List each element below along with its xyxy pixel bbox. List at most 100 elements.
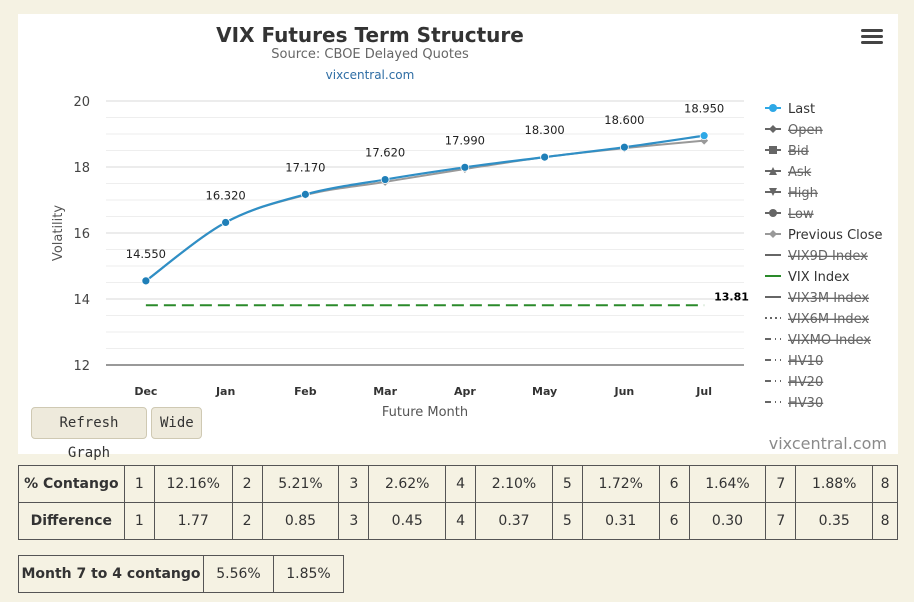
legend-square-marker: [769, 146, 777, 154]
previous-close-line: [145, 139, 705, 282]
last-price-point: [300, 189, 310, 199]
legend-label: Ask: [788, 165, 812, 180]
difference-value: 0.31: [581, 502, 660, 540]
legend-item[interactable]: VIX3M Index: [765, 291, 869, 306]
legend-item[interactable]: Previous Close: [765, 228, 883, 243]
month-contango-table: Month 7 to 4 contango 5.56% 1.85%: [18, 555, 344, 593]
legend-item[interactable]: HV20: [765, 375, 823, 390]
legend-item[interactable]: VIXMO Index: [765, 333, 871, 348]
legend-label: HV30: [788, 396, 823, 411]
contango-month-number: 1: [123, 465, 155, 503]
legend-label: Bid: [788, 144, 809, 159]
data-label: 18.950: [684, 102, 724, 116]
difference-value: 0.45: [368, 502, 447, 540]
legend-label: VIX3M Index: [788, 291, 869, 306]
contango-month-number: 3: [338, 502, 370, 540]
legend-label: VIXMO Index: [788, 333, 871, 348]
contango-month-number: 7: [765, 502, 797, 540]
contango-percent-value: 2.62%: [368, 465, 447, 503]
contango-month-number: 1: [123, 502, 155, 540]
difference-row: Difference 1 1.77 2 0.85 3 0.45 4 0.37 5 0.31 6 0.3…: [18, 502, 898, 540]
chart-title: VIX Futures Term Structure: [216, 23, 524, 47]
legend-label: HV10: [788, 354, 823, 369]
legend-item[interactable]: Low: [765, 207, 814, 222]
difference-value: 0.35: [795, 502, 874, 540]
legend-item[interactable]: VIX Index: [765, 270, 850, 285]
y-axis-title: Volatility: [51, 205, 66, 261]
x-tick-label: Feb: [294, 385, 317, 398]
contango-row: % Contango 1 12.16% 2 5.21% 3 2.62% 4 2.10% 5 1.7…: [18, 465, 898, 503]
legend-circle-marker: [769, 209, 777, 217]
legend-item[interactable]: High: [765, 186, 818, 201]
legend-label: Previous Close: [788, 228, 883, 243]
legend-label: VIX9D Index: [788, 249, 868, 264]
last-price-point: [141, 276, 151, 286]
contango-month-number: 2: [231, 502, 263, 540]
y-tick-label: 14: [73, 293, 90, 308]
source-link[interactable]: vixcentral.com: [326, 68, 415, 82]
contango-month-number: 5: [551, 465, 583, 503]
data-label: 18.600: [604, 113, 644, 127]
vix-index-value-label: 13.81: [714, 290, 749, 303]
legend-label: HV20: [788, 375, 823, 390]
contango-percent-value: 1.64%: [688, 465, 767, 503]
x-tick-label: Jan: [215, 385, 235, 398]
legend-item[interactable]: HV30: [765, 396, 823, 411]
y-tick-label: 16: [73, 227, 90, 242]
legend-item[interactable]: Bid: [765, 144, 809, 159]
legend-diamond-marker: [769, 230, 777, 238]
x-tick-label: Mar: [373, 385, 397, 398]
contango-month-number: 6: [658, 465, 690, 503]
month-contango-label: Month 7 to 4 contango: [18, 555, 204, 593]
last-price-point: [699, 131, 709, 141]
legend-label: Open: [788, 123, 823, 138]
difference-value: 0.30: [688, 502, 767, 540]
contango-percent-value: 1.72%: [581, 465, 660, 503]
data-label: 16.320: [206, 188, 246, 202]
legend-label: High: [788, 186, 818, 201]
month-contango-row: Month 7 to 4 contango 5.56% 1.85%: [18, 555, 344, 593]
wide-button[interactable]: Wide: [151, 407, 202, 439]
data-label: 17.620: [365, 146, 405, 160]
hamburger-menu-icon[interactable]: [861, 26, 883, 46]
contango-percent-value: 12.16%: [153, 465, 233, 503]
legend-item[interactable]: Open: [765, 123, 823, 138]
y-tick-label: 18: [73, 161, 90, 176]
contango-month-number: 2: [231, 465, 263, 503]
contango-percent-value: 2.10%: [475, 465, 553, 503]
legend-triangle-marker: [769, 167, 777, 175]
last-price-point: [460, 162, 470, 172]
month-contango-value: 5.56%: [203, 555, 274, 593]
legend-item[interactable]: VIX6M Index: [765, 312, 869, 327]
data-label: 17.990: [445, 133, 485, 147]
contango-month-number: 4: [445, 502, 477, 540]
legend-triangle-down-marker: [769, 188, 777, 196]
legend-circle-marker: [769, 104, 777, 112]
contango-month-number: 8: [872, 465, 898, 503]
legend-diamond-marker: [769, 125, 777, 133]
contango-month-number: 7: [765, 465, 797, 503]
refresh-graph-button[interactable]: Refresh Graph: [31, 407, 147, 461]
x-tick-label: Dec: [134, 385, 157, 398]
contango-month-number: 3: [338, 465, 370, 503]
legend-item[interactable]: VIX9D Index: [765, 249, 868, 264]
chart-panel: VIX Futures Term Structure Source: CBOE D…: [18, 14, 898, 461]
last-price-point: [221, 218, 231, 227]
x-tick-label: Apr: [454, 385, 476, 398]
last-price-point: [380, 175, 390, 184]
legend-label: Last: [788, 102, 815, 117]
legend-item[interactable]: HV10: [765, 354, 823, 369]
month-contango-value: 1.85%: [273, 555, 344, 593]
difference-value: 1.77: [153, 502, 233, 540]
contango-month-number: 4: [445, 465, 477, 503]
legend-item[interactable]: Last: [765, 102, 815, 117]
last-price-point: [540, 152, 550, 162]
contango-month-number: 5: [551, 502, 583, 540]
data-label: 18.300: [525, 123, 565, 137]
difference-row-label: Difference: [18, 502, 125, 540]
y-tick-label: 20: [73, 95, 90, 110]
x-tick-label: May: [532, 385, 557, 398]
legend-item[interactable]: Ask: [765, 165, 812, 180]
contango-percent-value: 5.21%: [261, 465, 340, 503]
